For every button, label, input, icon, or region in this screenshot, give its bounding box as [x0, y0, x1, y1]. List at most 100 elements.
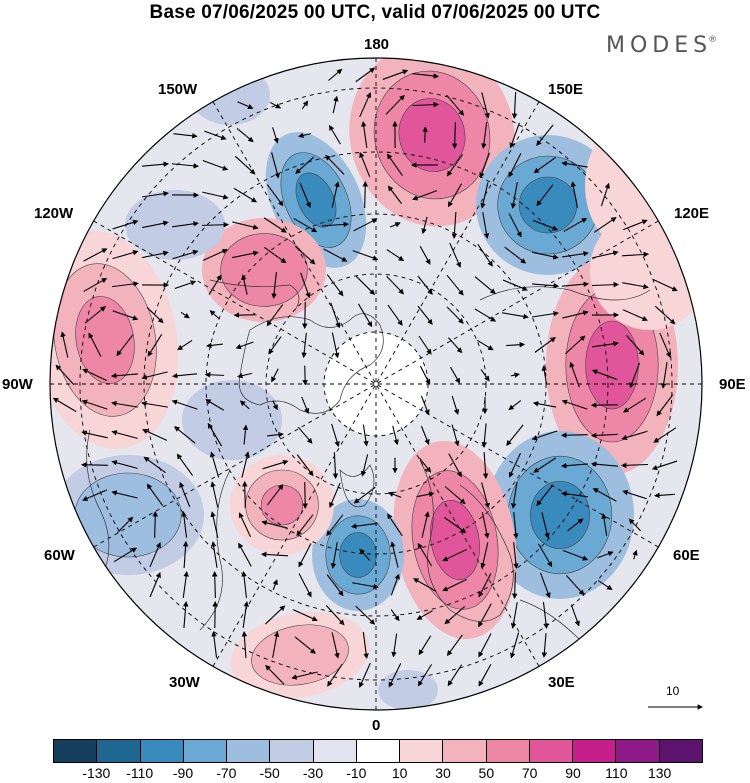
wind-vector — [143, 456, 166, 474]
wind-vector — [632, 549, 638, 560]
wind-vector — [298, 543, 312, 568]
colorbar-swatch — [616, 740, 660, 762]
wind-vector — [651, 460, 678, 471]
wind-vector — [326, 514, 344, 537]
wind-vector — [622, 309, 648, 321]
modes-logo: MODES® — [606, 33, 717, 58]
wind-vector — [141, 371, 168, 380]
wind-vector — [294, 245, 316, 265]
colorbar-swatch — [659, 740, 702, 762]
wind-vector — [80, 462, 109, 468]
wind-vector — [481, 423, 488, 448]
wind-vector — [299, 182, 311, 209]
wind-vector — [241, 274, 248, 295]
wind-vector — [385, 94, 405, 115]
wind-vector — [331, 632, 340, 659]
wind-vector — [241, 570, 248, 598]
wind-vector — [271, 272, 277, 300]
wind-vector — [386, 275, 405, 295]
wind-vector — [386, 153, 403, 176]
colorbar-ticks: -130 -110 -90 -70 -50 -30 -10 10 30 50 70 90 110 130 — [53, 765, 703, 783]
wind-vector — [420, 425, 430, 446]
colorbar-tick-label: -50 — [259, 765, 280, 781]
wind-vector — [301, 332, 307, 359]
wind-vector — [52, 397, 77, 413]
wind-vector — [265, 605, 286, 625]
wind-vector — [536, 484, 554, 507]
wind-vector — [362, 632, 369, 659]
colorbar-tick-label: -130 — [82, 765, 111, 781]
wind-vector — [621, 251, 650, 258]
wind-vector — [480, 542, 489, 569]
wind-vector — [201, 221, 230, 228]
lon-label-180: 180 — [364, 36, 390, 53]
wind-vector — [562, 250, 589, 258]
wind-vector — [532, 219, 559, 231]
wind-vector — [210, 511, 219, 538]
wind-vector — [142, 428, 168, 441]
wind-vector — [237, 101, 254, 110]
wind-vector — [508, 213, 522, 238]
colorbar-swatch — [400, 740, 444, 762]
wind-vector — [329, 482, 341, 508]
wind-vector — [450, 366, 461, 384]
wind-vector — [326, 274, 344, 297]
wind-vector — [591, 281, 620, 288]
wind-vector — [325, 605, 345, 626]
wind-vector — [451, 424, 460, 447]
wind-vector — [117, 516, 134, 534]
wind-vector — [233, 187, 258, 203]
colorbar-tick-label: 110 — [605, 765, 628, 781]
wind-vector — [510, 482, 518, 509]
wind-vector — [567, 518, 584, 532]
anomaly-contour — [590, 210, 702, 330]
wind-vector — [562, 281, 590, 287]
wind-vector — [622, 489, 647, 500]
wind-vector — [325, 154, 345, 175]
wind-vector — [482, 212, 490, 239]
wind-vector — [174, 426, 196, 444]
wind-vector — [331, 332, 340, 359]
wind-vector — [331, 181, 340, 208]
wind-vector — [237, 372, 253, 379]
wind-vector — [111, 460, 138, 469]
wind-vector — [362, 424, 369, 447]
wind-vector — [417, 275, 433, 295]
wind-vector — [390, 573, 400, 596]
wind-vector — [447, 183, 463, 208]
wind-vector — [421, 511, 430, 538]
wind-vector — [570, 181, 579, 208]
wind-vector — [444, 486, 466, 505]
wind-vector — [477, 243, 493, 267]
anomaly-contour — [398, 98, 466, 172]
wind-vector — [172, 221, 199, 228]
map-title: Base 07/06/2025 00 UTC, valid 07/06/2025… — [149, 2, 601, 23]
wind-vector — [622, 282, 649, 290]
wind-vector — [626, 334, 645, 356]
colorbar-tick-label: 70 — [521, 765, 538, 781]
wind-vector — [446, 306, 464, 324]
lon-label-120e: 120E — [674, 205, 710, 222]
wind-vector — [542, 602, 549, 630]
wind-vector — [416, 610, 433, 620]
wind-vector — [272, 127, 279, 144]
colorbar-swatch — [227, 740, 271, 762]
wind-vector — [359, 151, 371, 178]
wind-vector — [142, 220, 169, 229]
wind-vector — [451, 121, 458, 150]
wind-vector — [536, 124, 554, 147]
wind-vector — [659, 332, 671, 358]
wind-vector — [326, 574, 344, 597]
colorbar-swatch — [443, 740, 487, 762]
wind-vector — [419, 245, 431, 265]
wind-vector — [232, 221, 259, 230]
anomaly-contour — [295, 172, 337, 228]
coastline — [238, 313, 384, 414]
wind-vector — [116, 334, 134, 357]
wind-vector — [510, 182, 518, 209]
wind-vector — [321, 221, 350, 228]
wind-vector — [502, 312, 529, 320]
wind-vector — [142, 161, 170, 167]
graticule — [50, 58, 702, 710]
wind-vector — [387, 185, 402, 204]
